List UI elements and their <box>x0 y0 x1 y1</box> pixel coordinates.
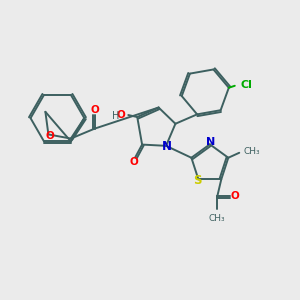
Text: N: N <box>162 140 172 153</box>
Text: O: O <box>117 110 126 120</box>
Text: N: N <box>206 137 215 147</box>
Text: CH₃: CH₃ <box>209 214 226 223</box>
Text: O: O <box>90 105 99 115</box>
Text: O: O <box>129 157 138 167</box>
Text: CH₃: CH₃ <box>244 147 260 156</box>
Text: S: S <box>193 174 202 187</box>
Text: H: H <box>112 111 119 121</box>
Text: O: O <box>230 191 239 201</box>
Text: O: O <box>45 131 54 141</box>
Text: Cl: Cl <box>241 80 253 90</box>
